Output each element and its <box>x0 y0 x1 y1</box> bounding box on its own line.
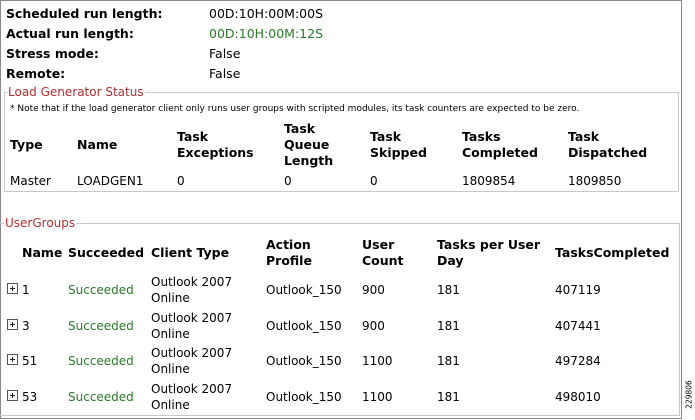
ug-cell-status: Succeeded <box>68 283 134 297</box>
ug-header-client-type: Client Type <box>151 245 230 260</box>
summary-value: False <box>209 45 241 61</box>
ug-header-user-count: User Count <box>362 237 404 268</box>
summary-label: Remote: <box>6 65 66 81</box>
ug-cell-tasks-per-day: 181 <box>437 283 460 297</box>
summary-label: Stress mode: <box>6 45 99 61</box>
ug-cell-user-count: 1100 <box>362 390 393 404</box>
expand-row-icon[interactable] <box>7 354 18 365</box>
load-generator-status-group: Load Generator Status <box>4 85 679 192</box>
ug-cell-name: 51 <box>22 354 38 368</box>
lg-cell-task-dispatched: 1809850 <box>568 174 622 188</box>
summary-scheduled-run: Scheduled run length: 00D:10H:00M:00S <box>6 3 323 23</box>
ug-cell-profile: Outlook_150 <box>266 354 342 368</box>
ug-cell-profile: Outlook_150 <box>266 390 342 404</box>
lg-header-task-queue-length: Task Queue Length <box>284 121 334 168</box>
ug-cell-tasks-per-day: 181 <box>437 354 460 368</box>
ug-cell-profile: Outlook_150 <box>266 283 342 297</box>
lg-cell-task-skipped: 0 <box>370 174 378 188</box>
ug-cell-user-count: 900 <box>362 283 385 297</box>
report-panel <box>0 0 682 419</box>
user-groups-legend: UserGroups <box>5 216 76 230</box>
summary-label: Actual run length: <box>6 25 134 41</box>
summary-stress-mode: Stress mode: False <box>6 43 240 63</box>
lg-cell-tasks-completed: 1809854 <box>462 174 516 188</box>
ug-cell-completed: 497284 <box>555 354 601 368</box>
ug-cell-name: 1 <box>22 283 30 297</box>
ug-cell-user-count: 900 <box>362 319 385 333</box>
summary-actual-run: Actual run length: 00D:10H:00M:12S <box>6 23 323 43</box>
lg-header-type: Type <box>10 137 43 152</box>
ug-cell-client-type: Outlook 2007 Online <box>151 346 233 376</box>
ug-cell-name: 3 <box>22 319 30 333</box>
lg-header-task-exceptions: Task Exceptions <box>177 129 254 160</box>
ug-cell-completed: 407441 <box>555 319 601 333</box>
ug-cell-completed: 498010 <box>555 390 601 404</box>
summary-value: 00D:10H:00M:12S <box>209 25 324 41</box>
lg-header-name: Name <box>77 137 118 152</box>
load-generator-legend: Load Generator Status <box>8 85 144 99</box>
lg-header-tasks-completed: Tasks Completed <box>462 129 538 160</box>
lg-header-task-skipped: Task Skipped <box>370 129 427 160</box>
ug-cell-status: Succeeded <box>68 390 134 404</box>
expand-row-icon[interactable] <box>7 319 18 330</box>
load-generator-note: * Note that if the load generator client… <box>10 104 580 114</box>
ug-cell-client-type: Outlook 2007 Online <box>151 382 233 412</box>
lg-cell-type: Master <box>10 174 51 188</box>
ug-cell-client-type: Outlook 2007 Online <box>151 311 233 341</box>
summary-value: 00D:10H:00M:00S <box>209 5 324 21</box>
figure-id-text: 229806 <box>684 380 694 409</box>
ug-cell-tasks-per-day: 181 <box>437 390 460 404</box>
lg-cell-task-exceptions: 0 <box>177 174 185 188</box>
ug-header-tasks-completed: TasksCompleted <box>555 245 670 260</box>
expand-row-icon[interactable] <box>7 283 18 294</box>
ug-header-name: Name <box>22 245 63 260</box>
ug-cell-user-count: 1100 <box>362 354 393 368</box>
lg-header-task-dispatched: Task Dispatched <box>568 129 648 160</box>
summary-label: Scheduled run length: <box>6 5 163 21</box>
ug-cell-status: Succeeded <box>68 354 134 368</box>
ug-cell-tasks-per-day: 181 <box>437 319 460 333</box>
ug-header-succeeded: Succeeded <box>68 245 145 260</box>
ug-cell-profile: Outlook_150 <box>266 319 342 333</box>
ug-header-action-profile: Action Profile <box>266 237 312 268</box>
ug-cell-completed: 407119 <box>555 283 601 297</box>
ug-cell-client-type: Outlook 2007 Online <box>151 275 233 305</box>
user-groups-group: UserGroups <box>0 216 680 416</box>
ug-header-tasks-per-user-day: Tasks per User Day <box>437 237 541 268</box>
figure-id: 229806 <box>684 372 694 418</box>
summary-value: False <box>209 65 241 81</box>
ug-cell-status: Succeeded <box>68 319 134 333</box>
expand-row-icon[interactable] <box>7 390 18 401</box>
lg-cell-name: LOADGEN1 <box>77 174 144 188</box>
summary-remote: Remote: False <box>6 63 240 83</box>
ug-cell-name: 53 <box>22 390 38 404</box>
lg-cell-task-queue-length: 0 <box>284 174 292 188</box>
